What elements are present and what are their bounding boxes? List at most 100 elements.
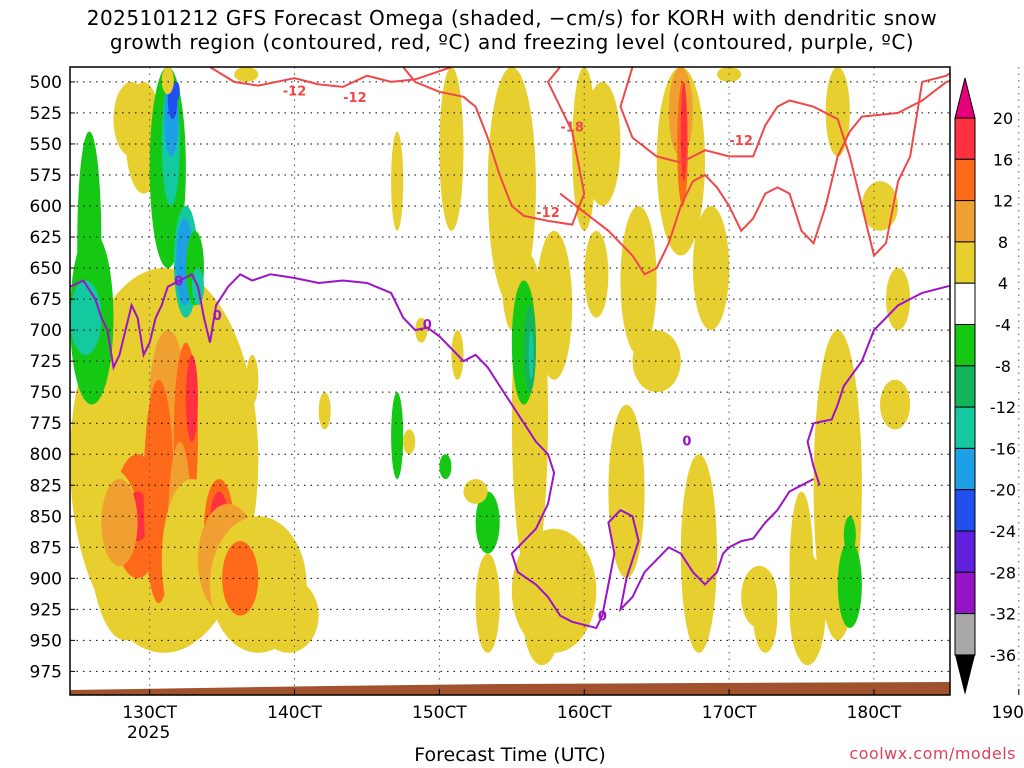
colorbar-swatch-5	[954, 324, 976, 367]
omega-blob-5	[101, 479, 138, 566]
colorbar-label-20: 20	[993, 109, 1013, 128]
credit-link[interactable]: coolwx.com/models	[849, 744, 1016, 763]
colorbar-label--4: -4	[995, 316, 1011, 335]
colorbar-label-16: 16	[993, 150, 1013, 169]
dgz-label-0: -12	[283, 85, 307, 100]
omega-blob-66	[680, 454, 718, 653]
x-tick-sublabel: 2025	[127, 723, 170, 743]
omega-blob-58	[584, 81, 621, 207]
omega-blob-70	[753, 578, 778, 653]
colorbar-label--20: -20	[990, 481, 1016, 500]
omega-blob-76	[837, 541, 862, 628]
colorbar-label-12: 12	[993, 192, 1013, 211]
y-tick-label-550: 550	[30, 135, 62, 155]
omega-blob-60	[620, 206, 657, 355]
colorbar-swatch-11	[954, 571, 976, 615]
omega-shading	[70, 67, 911, 666]
colorbar-label--32: -32	[990, 605, 1016, 624]
colorbar-swatch-3	[954, 241, 976, 284]
omega-blob-31	[258, 578, 319, 653]
x-tick-label-150CT: 150CT	[412, 703, 467, 723]
x-axis-label: Forecast Time (UTC)	[414, 744, 606, 766]
colorbar-top-arrow	[954, 77, 976, 119]
colorbar-label--24: -24	[990, 522, 1016, 541]
colorbar-swatch-2	[954, 200, 976, 243]
omega-blob-34	[161, 67, 174, 95]
y-tick-label-825: 825	[30, 476, 62, 496]
dgz-contour-right	[619, 67, 950, 258]
colorbar-swatch-10	[954, 530, 976, 573]
y-tick-label-850: 850	[30, 507, 62, 527]
omega-blob-79	[879, 379, 911, 430]
ground-terrain	[70, 682, 950, 695]
omega-blob-43	[439, 454, 452, 480]
plot-frame	[69, 66, 951, 696]
y-tick-label-725: 725	[30, 352, 62, 372]
y-tick-label-925: 925	[30, 600, 62, 620]
colorbar-label--16: -16	[990, 439, 1016, 458]
omega-blob-23	[185, 354, 198, 442]
dgz-contour-lower	[559, 79, 950, 276]
omega-blob-36	[439, 67, 464, 231]
x-axis-ticks: 130CT2025140CT150CT160CT170CT180CT190CT2…	[122, 689, 1024, 743]
x-tick-label-130CT: 130CT	[122, 703, 177, 723]
colorbar-swatch-7	[954, 406, 976, 449]
dgz-label-1: -12	[343, 91, 367, 106]
omega-blob-75	[861, 181, 899, 231]
colorbar-swatch-9	[954, 489, 976, 532]
y-tick-label-800: 800	[30, 445, 62, 465]
colorbar-swatch-6	[954, 365, 976, 408]
colorbar-label-4: 4	[998, 274, 1008, 293]
chart-title: 2025101212 GFS Forecast Omega (shaded, −…	[0, 6, 1024, 54]
freezing-contour-hook	[806, 422, 821, 486]
x-tick-label-170CT: 170CT	[702, 703, 757, 723]
ground-fill	[70, 682, 950, 695]
y-tick-label-675: 675	[30, 290, 62, 310]
omega-blob-33	[246, 354, 259, 405]
y-tick-label-600: 600	[30, 197, 62, 217]
y-tick-label-575: 575	[30, 166, 62, 186]
omega-blob-45	[499, 156, 524, 331]
freezing-label-3: 0	[682, 435, 691, 450]
omega-blob-47	[475, 553, 500, 653]
omega-blob-61	[632, 330, 681, 393]
colorbar: 20 16 12 8 4 -4 -8 -12 -16 -20 -24 -28 -32 -36	[954, 77, 1016, 695]
y-axis-ticks: 500 525 550 575 600 625 650 675 700 725 750 775 800 8…	[30, 73, 75, 682]
colorbar-swatch-4	[954, 282, 976, 326]
title-line-1: 2025101212 GFS Forecast Omega (shaded, −…	[86, 6, 938, 30]
omega-blob-55	[584, 230, 609, 318]
freezing-label-1: 0	[213, 309, 222, 324]
omega-blob-46	[475, 491, 500, 554]
omega-blob-53	[535, 230, 573, 380]
omega-blob-65	[680, 81, 687, 182]
y-tick-label-975: 975	[30, 662, 62, 682]
omega-blob-41	[318, 392, 331, 430]
omega-blob-74	[825, 67, 850, 157]
colorbar-swatch-8	[954, 447, 976, 491]
contours: -12-12-18-12-12-12000000	[70, 67, 950, 630]
y-tick-label-900: 900	[30, 569, 62, 589]
colorbar-label--36: -36	[990, 646, 1016, 665]
freezing-label-2: 0	[423, 318, 432, 333]
freezing-contour-main	[70, 272, 815, 630]
colorbar-label--28: -28	[990, 563, 1016, 582]
omega-blob-78	[886, 268, 911, 331]
dgz-label-3: -12	[536, 206, 560, 221]
y-tick-label-700: 700	[30, 321, 62, 341]
y-tick-label-875: 875	[30, 538, 62, 558]
omega-blob-35	[234, 67, 259, 82]
omega-blob-48	[463, 479, 488, 504]
y-tick-label-500: 500	[30, 73, 62, 93]
y-tick-label-950: 950	[30, 631, 62, 651]
colorbar-bottom-arrow	[955, 654, 975, 695]
y-tick-label-775: 775	[30, 414, 62, 434]
x-tick-label-160CT: 160CT	[557, 703, 612, 723]
colorbar-swatch-12	[954, 613, 976, 656]
x-tick-label-190CT: 190CT	[991, 703, 1024, 723]
omega-blob-38	[391, 131, 404, 231]
colorbar-label--12: -12	[990, 398, 1016, 417]
omega-blob-67	[692, 206, 730, 331]
omega-blob-9	[70, 280, 102, 355]
omega-blob-15	[173, 81, 180, 101]
